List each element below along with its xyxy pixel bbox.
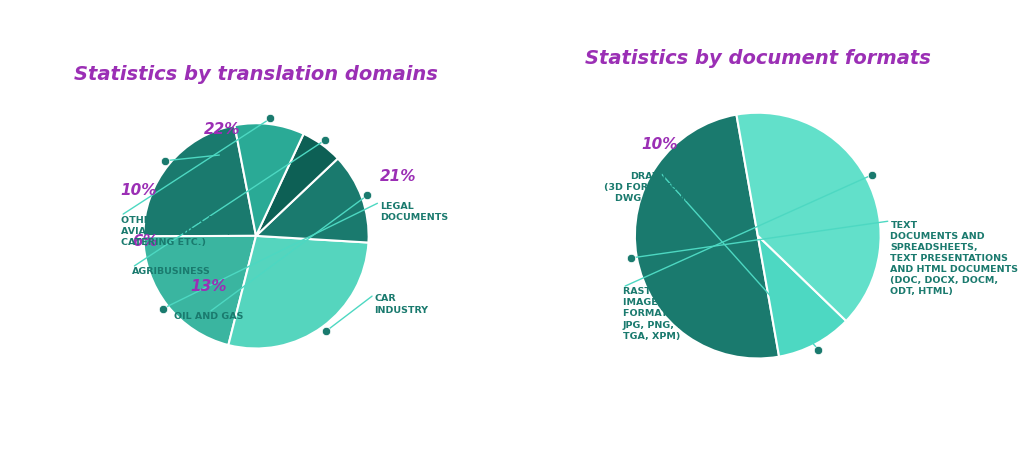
Text: Statistics by translation domains: Statistics by translation domains — [74, 65, 438, 84]
Wedge shape — [143, 125, 256, 236]
Text: 13%: 13% — [190, 279, 227, 294]
Wedge shape — [758, 235, 846, 357]
Wedge shape — [228, 236, 369, 349]
Text: 10%: 10% — [121, 183, 158, 197]
Text: LEGAL
DOCUMENTS: LEGAL DOCUMENTS — [380, 202, 449, 222]
Wedge shape — [234, 123, 303, 236]
Wedge shape — [256, 134, 338, 236]
Text: 22%: 22% — [204, 122, 241, 137]
Text: AGRIBUSINESS: AGRIBUSINESS — [132, 267, 211, 277]
Text: OIL AND GAS: OIL AND GAS — [174, 313, 244, 322]
Text: RASTER AND VECTOR
IMAGES AND OTHER
FORMATS (PDF, CDR,
JPG, PNG, BMP, GIF,
TGA, X: RASTER AND VECTOR IMAGES AND OTHER FORMA… — [623, 287, 737, 341]
Text: It: It — [218, 155, 226, 164]
Wedge shape — [143, 236, 256, 345]
Wedge shape — [736, 113, 881, 321]
Text: 6%: 6% — [132, 234, 158, 249]
Wedge shape — [635, 115, 779, 358]
Text: Statistics by document formats: Statistics by document formats — [585, 49, 931, 68]
Text: OTHER (CHEMICAL,
AVIATION INDUSTRY,
CATERING ETC.): OTHER (CHEMICAL, AVIATION INDUSTRY, CATE… — [121, 216, 230, 247]
Text: 10%: 10% — [641, 137, 678, 152]
Wedge shape — [256, 159, 369, 242]
Text: DRAWINGS
(3D FORMATS - DGN,
DWG, DXF, M3D): DRAWINGS (3D FORMATS - DGN, DWG, DXF, M3… — [604, 172, 715, 203]
Text: 21%: 21% — [380, 169, 417, 184]
Text: TEXT
DOCUMENTS AND
SPREADSHEETS,
TEXT PRESENTATIONS
AND HTML DOCUMENTS
(DOC, DOC: TEXT DOCUMENTS AND SPREADSHEETS, TEXT PR… — [891, 221, 1019, 296]
Text: CAR
INDUSTRY: CAR INDUSTRY — [374, 294, 428, 314]
